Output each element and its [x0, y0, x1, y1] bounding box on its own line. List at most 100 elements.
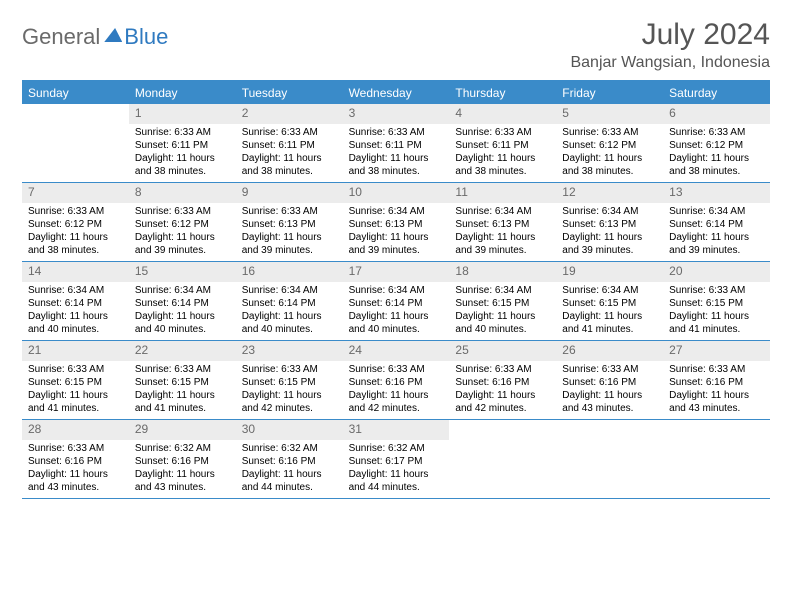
day-body: Sunrise: 6:33 AMSunset: 6:12 PMDaylight:… [556, 124, 663, 182]
day-number: 5 [556, 104, 663, 124]
week-row: 14Sunrise: 6:34 AMSunset: 6:14 PMDayligh… [22, 262, 770, 341]
daylight-text: Daylight: 11 hours and 42 minutes. [349, 389, 444, 415]
day-cell: 23Sunrise: 6:33 AMSunset: 6:15 PMDayligh… [236, 341, 343, 419]
sunrise-text: Sunrise: 6:32 AM [242, 442, 337, 455]
day-number: 12 [556, 183, 663, 203]
day-number [556, 420, 663, 438]
title-block: July 2024 Banjar Wangsian, Indonesia [570, 18, 770, 72]
day-number: 23 [236, 341, 343, 361]
week-row: 28Sunrise: 6:33 AMSunset: 6:16 PMDayligh… [22, 420, 770, 499]
sunset-text: Sunset: 6:11 PM [242, 139, 337, 152]
sunrise-text: Sunrise: 6:34 AM [562, 284, 657, 297]
day-body: Sunrise: 6:33 AMSunset: 6:11 PMDaylight:… [343, 124, 450, 182]
sunset-text: Sunset: 6:15 PM [562, 297, 657, 310]
day-number [663, 420, 770, 438]
daylight-text: Daylight: 11 hours and 43 minutes. [28, 468, 123, 494]
day-cell: 6Sunrise: 6:33 AMSunset: 6:12 PMDaylight… [663, 104, 770, 182]
sunrise-text: Sunrise: 6:34 AM [242, 284, 337, 297]
sunset-text: Sunset: 6:16 PM [349, 376, 444, 389]
sunrise-text: Sunrise: 6:33 AM [349, 363, 444, 376]
sunrise-text: Sunrise: 6:33 AM [349, 126, 444, 139]
day-body: Sunrise: 6:33 AMSunset: 6:15 PMDaylight:… [663, 282, 770, 340]
dow-cell: Wednesday [343, 82, 450, 104]
day-body: Sunrise: 6:34 AMSunset: 6:13 PMDaylight:… [556, 203, 663, 261]
day-cell: 27Sunrise: 6:33 AMSunset: 6:16 PMDayligh… [663, 341, 770, 419]
sunset-text: Sunset: 6:14 PM [349, 297, 444, 310]
day-cell: 13Sunrise: 6:34 AMSunset: 6:14 PMDayligh… [663, 183, 770, 261]
daylight-text: Daylight: 11 hours and 43 minutes. [669, 389, 764, 415]
day-body: Sunrise: 6:33 AMSunset: 6:13 PMDaylight:… [236, 203, 343, 261]
day-cell: 15Sunrise: 6:34 AMSunset: 6:14 PMDayligh… [129, 262, 236, 340]
sunset-text: Sunset: 6:17 PM [349, 455, 444, 468]
day-number: 28 [22, 420, 129, 440]
daylight-text: Daylight: 11 hours and 41 minutes. [562, 310, 657, 336]
day-number: 1 [129, 104, 236, 124]
day-cell: 19Sunrise: 6:34 AMSunset: 6:15 PMDayligh… [556, 262, 663, 340]
sunrise-text: Sunrise: 6:33 AM [669, 126, 764, 139]
day-cell [449, 420, 556, 498]
day-body: Sunrise: 6:33 AMSunset: 6:12 PMDaylight:… [663, 124, 770, 182]
sunset-text: Sunset: 6:16 PM [455, 376, 550, 389]
daylight-text: Daylight: 11 hours and 40 minutes. [28, 310, 123, 336]
daylight-text: Daylight: 11 hours and 39 minutes. [669, 231, 764, 257]
sunrise-text: Sunrise: 6:33 AM [562, 126, 657, 139]
sunrise-text: Sunrise: 6:33 AM [135, 205, 230, 218]
day-body: Sunrise: 6:32 AMSunset: 6:16 PMDaylight:… [236, 440, 343, 498]
day-body: Sunrise: 6:34 AMSunset: 6:14 PMDaylight:… [343, 282, 450, 340]
sunset-text: Sunset: 6:15 PM [28, 376, 123, 389]
day-cell: 21Sunrise: 6:33 AMSunset: 6:15 PMDayligh… [22, 341, 129, 419]
day-body: Sunrise: 6:33 AMSunset: 6:15 PMDaylight:… [22, 361, 129, 419]
daylight-text: Daylight: 11 hours and 41 minutes. [135, 389, 230, 415]
sunset-text: Sunset: 6:12 PM [562, 139, 657, 152]
day-body: Sunrise: 6:33 AMSunset: 6:12 PMDaylight:… [129, 203, 236, 261]
logo-text-general: General [22, 24, 100, 50]
day-number: 18 [449, 262, 556, 282]
sunrise-text: Sunrise: 6:34 AM [135, 284, 230, 297]
day-body: Sunrise: 6:33 AMSunset: 6:16 PMDaylight:… [449, 361, 556, 419]
day-cell: 30Sunrise: 6:32 AMSunset: 6:16 PMDayligh… [236, 420, 343, 498]
day-number: 20 [663, 262, 770, 282]
dow-cell: Saturday [663, 82, 770, 104]
dow-cell: Friday [556, 82, 663, 104]
sunset-text: Sunset: 6:16 PM [562, 376, 657, 389]
day-number: 10 [343, 183, 450, 203]
day-cell: 5Sunrise: 6:33 AMSunset: 6:12 PMDaylight… [556, 104, 663, 182]
day-body: Sunrise: 6:33 AMSunset: 6:16 PMDaylight:… [663, 361, 770, 419]
day-cell: 28Sunrise: 6:33 AMSunset: 6:16 PMDayligh… [22, 420, 129, 498]
day-body: Sunrise: 6:33 AMSunset: 6:11 PMDaylight:… [449, 124, 556, 182]
day-number: 27 [663, 341, 770, 361]
day-cell: 9Sunrise: 6:33 AMSunset: 6:13 PMDaylight… [236, 183, 343, 261]
sunset-text: Sunset: 6:12 PM [669, 139, 764, 152]
day-number: 29 [129, 420, 236, 440]
sunrise-text: Sunrise: 6:33 AM [135, 363, 230, 376]
week-row: 21Sunrise: 6:33 AMSunset: 6:15 PMDayligh… [22, 341, 770, 420]
daylight-text: Daylight: 11 hours and 41 minutes. [669, 310, 764, 336]
day-cell: 8Sunrise: 6:33 AMSunset: 6:12 PMDaylight… [129, 183, 236, 261]
sunrise-text: Sunrise: 6:34 AM [455, 284, 550, 297]
day-body: Sunrise: 6:33 AMSunset: 6:16 PMDaylight:… [556, 361, 663, 419]
day-body: Sunrise: 6:34 AMSunset: 6:13 PMDaylight:… [449, 203, 556, 261]
daylight-text: Daylight: 11 hours and 38 minutes. [28, 231, 123, 257]
daylight-text: Daylight: 11 hours and 42 minutes. [242, 389, 337, 415]
daylight-text: Daylight: 11 hours and 39 minutes. [349, 231, 444, 257]
sunset-text: Sunset: 6:13 PM [455, 218, 550, 231]
daylight-text: Daylight: 11 hours and 38 minutes. [349, 152, 444, 178]
dow-cell: Tuesday [236, 82, 343, 104]
day-number: 4 [449, 104, 556, 124]
dow-cell: Sunday [22, 82, 129, 104]
day-number: 14 [22, 262, 129, 282]
logo: General Blue [22, 24, 168, 50]
day-body: Sunrise: 6:33 AMSunset: 6:15 PMDaylight:… [236, 361, 343, 419]
sunrise-text: Sunrise: 6:33 AM [669, 363, 764, 376]
day-number: 8 [129, 183, 236, 203]
sunset-text: Sunset: 6:12 PM [28, 218, 123, 231]
daylight-text: Daylight: 11 hours and 38 minutes. [242, 152, 337, 178]
sunrise-text: Sunrise: 6:32 AM [349, 442, 444, 455]
sunset-text: Sunset: 6:12 PM [135, 218, 230, 231]
day-cell [22, 104, 129, 182]
day-cell: 12Sunrise: 6:34 AMSunset: 6:13 PMDayligh… [556, 183, 663, 261]
day-body: Sunrise: 6:34 AMSunset: 6:13 PMDaylight:… [343, 203, 450, 261]
day-number [22, 104, 129, 122]
sunrise-text: Sunrise: 6:33 AM [455, 363, 550, 376]
sunrise-text: Sunrise: 6:33 AM [455, 126, 550, 139]
